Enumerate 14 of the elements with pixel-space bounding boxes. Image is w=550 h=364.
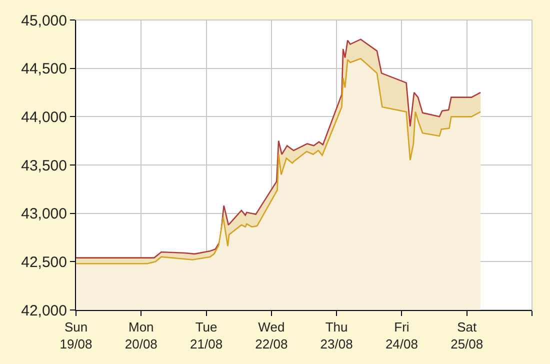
- x-tick-label: Thu 23/08: [320, 320, 353, 352]
- x-tick-label: Sun 19/08: [60, 320, 92, 352]
- x-tick-label: Tue 21/08: [190, 320, 223, 352]
- x-tick-label: Wed 22/08: [255, 320, 288, 352]
- y-tick-label: 44,000: [21, 108, 67, 126]
- x-tick-label: Sat 25/08: [450, 320, 484, 352]
- y-tick-label: 45,000: [21, 12, 67, 30]
- y-tick-label: 42,500: [21, 254, 67, 271]
- y-tick-label: 43,500: [21, 157, 67, 174]
- x-tick-label: Fri 24/08: [385, 320, 418, 352]
- y-tick-label: 43,000: [21, 206, 67, 223]
- y-tick-label: 42,000: [21, 302, 67, 320]
- y-tick-label: 44,500: [21, 60, 67, 78]
- x-tick-label: Mon 20/08: [124, 320, 158, 352]
